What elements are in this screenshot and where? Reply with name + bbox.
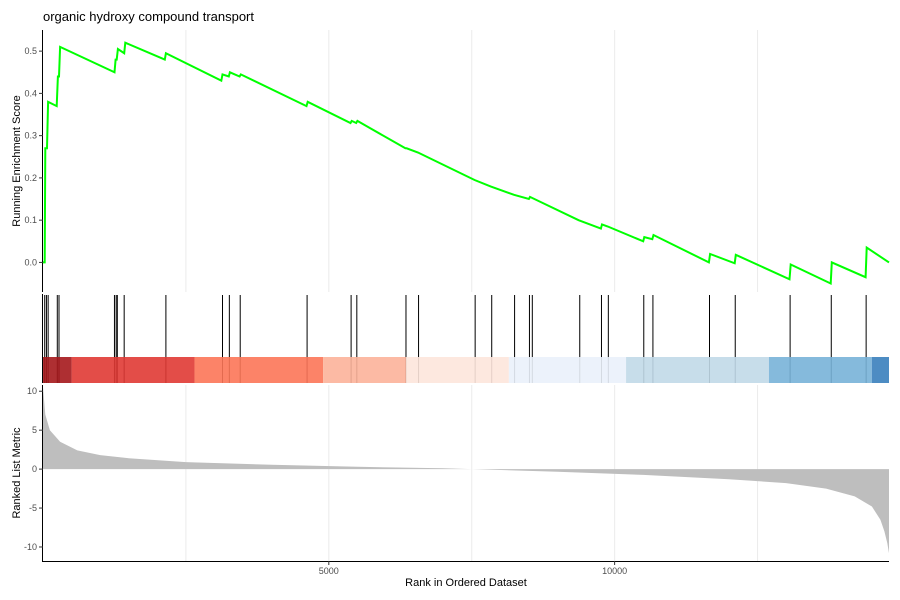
ranked-metric-panel: 10 5 0 -5 -10 5000 10000 Ranked List Metric R…: [11, 385, 889, 589]
running-score-line: [43, 41, 890, 286]
color-bar-segment: [43, 357, 72, 383]
chart-title: organic hydroxy compound transport: [43, 9, 254, 24]
top-y-axis-label: Running Enrichment Score: [11, 95, 23, 226]
ranked-metric-area: [43, 387, 889, 554]
top-y-tick-label: 0.5: [24, 46, 37, 56]
color-bar-segment: [871, 357, 889, 383]
bottom-y-tick-label: 5: [32, 425, 37, 435]
bottom-y-axis-label: Ranked List Metric: [11, 427, 23, 519]
x-tick-label: 5000: [319, 566, 339, 576]
x-tick-label: 10000: [602, 566, 627, 576]
color-bar-segment: [626, 357, 769, 383]
top-y-tick-label: 0.3: [24, 131, 37, 141]
x-axis-label: Rank in Ordered Dataset: [405, 577, 527, 589]
color-bar-segment: [194, 357, 324, 383]
color-bar-segment: [405, 357, 509, 383]
running-score-panel: 0.0 0.1 0.2 0.3 0.4 0.5 Running Enrichment Sc…: [11, 30, 890, 292]
top-y-tick-label: 0.1: [24, 215, 37, 225]
top-y-tick-label: 0.2: [24, 173, 37, 183]
gene-hits-panel: [42, 294, 889, 383]
top-y-tick-label: 0.0: [24, 257, 37, 267]
color-bar-segment: [508, 357, 627, 383]
color-bar-segment: [323, 357, 406, 383]
bottom-y-tick-label: 10: [27, 386, 37, 396]
bottom-y-tick-label: -10: [24, 542, 37, 552]
bottom-y-tick-label: -5: [29, 503, 37, 513]
bottom-y-tick-label: 0: [32, 464, 37, 474]
color-bar-segment: [71, 357, 195, 383]
top-y-tick-label: 0.4: [24, 88, 37, 98]
color-bar-segment: [768, 357, 872, 383]
